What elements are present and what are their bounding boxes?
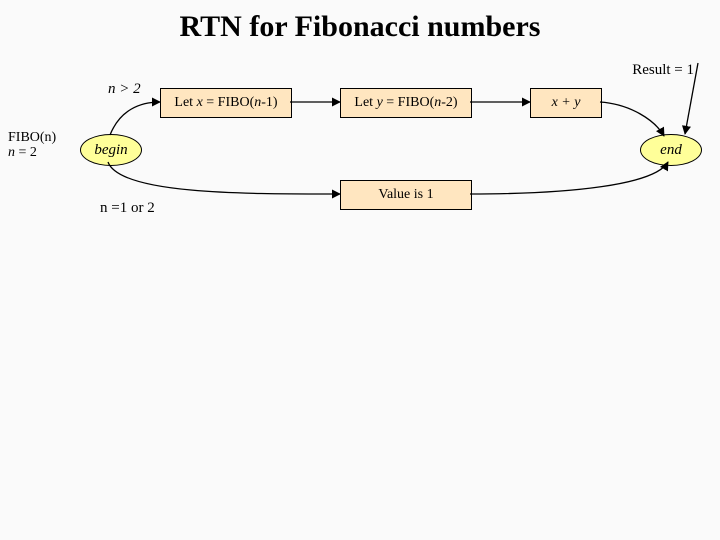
branch-n-1-or-2: n =1 or 2 [100, 200, 155, 217]
node-value-1: Value is 1 [340, 180, 472, 210]
fibo-label-line2: n = 2 [8, 145, 37, 160]
branch-n-gt-2: n > 2 [108, 81, 141, 98]
diagram-title: RTN for Fibonacci numbers [0, 10, 720, 44]
node-x-plus-y: x + y [530, 88, 602, 118]
node-end: end [640, 134, 702, 166]
node-let-x: Let x = FIBO(n-1) [160, 88, 292, 118]
node-begin: begin [80, 134, 142, 166]
fibo-label-line1: FIBO(n) [8, 130, 56, 145]
result-label: Result = 1 [632, 62, 694, 79]
node-let-y: Let y = FIBO(n-2) [340, 88, 472, 118]
